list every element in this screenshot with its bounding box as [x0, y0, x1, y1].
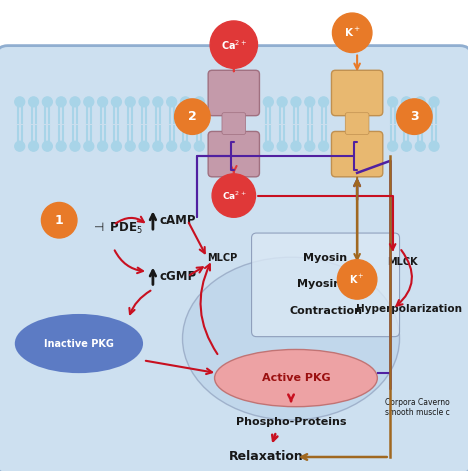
- Circle shape: [174, 99, 210, 135]
- Circle shape: [98, 141, 108, 151]
- Circle shape: [332, 13, 372, 53]
- Circle shape: [28, 141, 38, 151]
- Circle shape: [337, 260, 377, 299]
- Circle shape: [153, 141, 163, 151]
- FancyBboxPatch shape: [222, 113, 246, 135]
- FancyBboxPatch shape: [345, 113, 369, 135]
- FancyBboxPatch shape: [208, 131, 259, 177]
- Circle shape: [70, 141, 80, 151]
- Circle shape: [84, 141, 94, 151]
- Text: K$^+$: K$^+$: [344, 26, 361, 39]
- Circle shape: [415, 141, 425, 151]
- Circle shape: [125, 97, 135, 107]
- Circle shape: [111, 97, 121, 107]
- FancyBboxPatch shape: [331, 131, 383, 177]
- Circle shape: [194, 97, 204, 107]
- Text: 2: 2: [188, 110, 197, 123]
- Text: Ca$^{2+}$: Ca$^{2+}$: [221, 190, 246, 202]
- Text: Inactive PKG: Inactive PKG: [44, 338, 114, 348]
- Circle shape: [167, 141, 177, 151]
- Circle shape: [388, 141, 398, 151]
- Text: cAMP: cAMP: [160, 214, 196, 227]
- Text: Phospho-Proteins: Phospho-Proteins: [236, 418, 346, 428]
- FancyBboxPatch shape: [252, 233, 400, 337]
- Circle shape: [277, 97, 287, 107]
- Text: MLCP: MLCP: [207, 253, 237, 263]
- Text: Myosin-P: Myosin-P: [297, 279, 354, 289]
- FancyBboxPatch shape: [0, 46, 472, 474]
- Text: Hyperpolarization: Hyperpolarization: [356, 304, 463, 314]
- Text: MLCK: MLCK: [387, 256, 418, 267]
- FancyBboxPatch shape: [331, 70, 383, 116]
- Text: cGMP: cGMP: [160, 270, 197, 283]
- Circle shape: [291, 97, 301, 107]
- Circle shape: [319, 141, 328, 151]
- Circle shape: [429, 141, 439, 151]
- Text: 1: 1: [55, 214, 64, 227]
- Circle shape: [15, 97, 25, 107]
- Circle shape: [139, 141, 149, 151]
- Circle shape: [84, 97, 94, 107]
- Circle shape: [388, 97, 398, 107]
- Circle shape: [111, 141, 121, 151]
- Text: Contraction: Contraction: [289, 306, 362, 316]
- Circle shape: [15, 141, 25, 151]
- Circle shape: [125, 141, 135, 151]
- Circle shape: [42, 141, 52, 151]
- Circle shape: [415, 97, 425, 107]
- Circle shape: [139, 97, 149, 107]
- Circle shape: [28, 97, 38, 107]
- Circle shape: [401, 97, 411, 107]
- Circle shape: [56, 141, 66, 151]
- Circle shape: [98, 97, 108, 107]
- Text: $\dashv$ PDE$_5$: $\dashv$ PDE$_5$: [91, 220, 143, 236]
- Circle shape: [429, 97, 439, 107]
- Ellipse shape: [215, 349, 377, 407]
- Circle shape: [181, 141, 191, 151]
- Circle shape: [277, 141, 287, 151]
- Circle shape: [319, 97, 328, 107]
- Circle shape: [291, 141, 301, 151]
- Circle shape: [153, 97, 163, 107]
- Text: Corpora Caverno
smooth muscle c: Corpora Caverno smooth muscle c: [385, 398, 449, 418]
- Circle shape: [264, 97, 273, 107]
- Text: Myosin: Myosin: [303, 253, 347, 263]
- Circle shape: [397, 99, 432, 135]
- Circle shape: [56, 97, 66, 107]
- Circle shape: [167, 97, 177, 107]
- Circle shape: [305, 97, 315, 107]
- Circle shape: [264, 141, 273, 151]
- Circle shape: [181, 97, 191, 107]
- Circle shape: [210, 21, 257, 68]
- FancyBboxPatch shape: [208, 70, 259, 116]
- Circle shape: [401, 141, 411, 151]
- Text: 3: 3: [410, 110, 419, 123]
- Text: Active PKG: Active PKG: [262, 373, 330, 383]
- Circle shape: [305, 141, 315, 151]
- Ellipse shape: [182, 257, 400, 420]
- Circle shape: [194, 141, 204, 151]
- Ellipse shape: [15, 314, 143, 373]
- Circle shape: [70, 97, 80, 107]
- Circle shape: [212, 174, 255, 217]
- Circle shape: [41, 202, 77, 238]
- Text: Relaxation: Relaxation: [229, 450, 304, 464]
- Text: Ca$^{2+}$: Ca$^{2+}$: [220, 38, 247, 52]
- Circle shape: [42, 97, 52, 107]
- Text: K$^+$: K$^+$: [349, 273, 365, 286]
